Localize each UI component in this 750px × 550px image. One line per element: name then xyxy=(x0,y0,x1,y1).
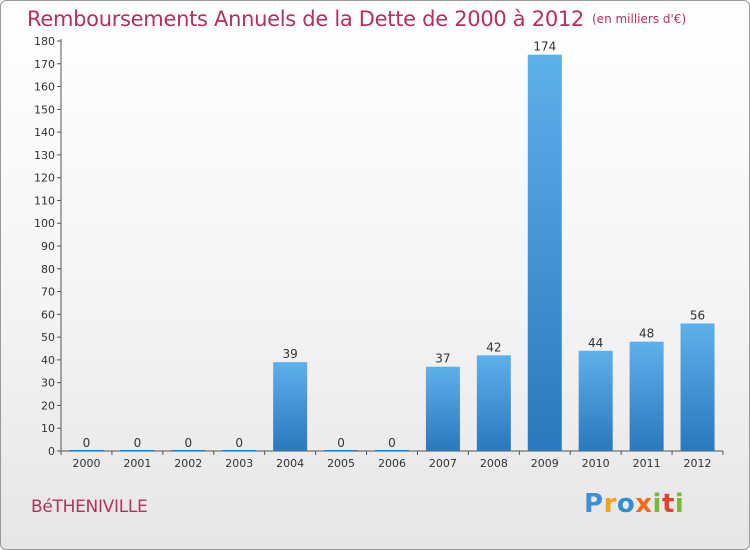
y-tick-label: 100 xyxy=(34,217,55,230)
x-tick-label: 2004 xyxy=(276,457,304,470)
x-tick-label: 2010 xyxy=(582,457,610,470)
bar xyxy=(680,323,715,451)
data-label: 0 xyxy=(235,436,243,450)
logo-letter: x xyxy=(635,489,653,519)
x-tick-label: 2006 xyxy=(378,457,406,470)
data-label: 48 xyxy=(639,327,654,341)
bar xyxy=(273,362,308,451)
y-tick-label: 110 xyxy=(34,194,55,207)
x-tick-label: 2008 xyxy=(480,457,508,470)
logo-letter: r xyxy=(603,489,617,519)
bar xyxy=(324,450,359,451)
data-label: 42 xyxy=(486,340,501,354)
y-tick-label: 180 xyxy=(34,35,55,48)
y-tick-label: 20 xyxy=(41,399,55,412)
y-tick-label: 50 xyxy=(41,331,55,344)
y-tick-label: 170 xyxy=(34,58,55,71)
chart-subtitle: (en milliers d'€) xyxy=(592,12,687,26)
bar xyxy=(69,450,104,451)
chart-axes: 0 10 20 30 40 50 60 70 80 90 100 110 120 130 140 150 160… xyxy=(34,35,724,470)
data-label: 39 xyxy=(283,347,298,361)
bar xyxy=(425,366,460,451)
x-tick-label: 2007 xyxy=(429,457,457,470)
y-tick-label: 30 xyxy=(41,377,55,390)
y-tick-label: 10 xyxy=(41,422,55,435)
y-tick-label: 40 xyxy=(41,354,55,367)
logo-letter: i xyxy=(674,489,685,519)
bar xyxy=(120,450,155,451)
data-label: 0 xyxy=(83,436,91,450)
y-tick-label: 80 xyxy=(41,263,55,276)
bar xyxy=(578,350,613,451)
x-tick-label: 2005 xyxy=(327,457,355,470)
logo-letter: t xyxy=(661,489,675,519)
x-tick-label: 2012 xyxy=(684,457,712,470)
y-tick-label: 70 xyxy=(41,286,55,299)
proxiti-logo: Proxiti xyxy=(584,489,684,519)
logo-letter: i xyxy=(652,489,662,519)
chart-data-labels: 0 0 0 0 39 0 0 37 42 174 44 48 56 xyxy=(83,40,706,450)
y-tick-label: 130 xyxy=(34,149,55,162)
x-tick-label: 2001 xyxy=(123,457,151,470)
y-tick-label: 60 xyxy=(41,308,55,321)
bar xyxy=(171,450,206,451)
x-tick-label: 2003 xyxy=(225,457,253,470)
data-label: 0 xyxy=(134,436,142,450)
x-tick-label: 2011 xyxy=(633,457,661,470)
data-label: 174 xyxy=(533,40,556,54)
chart-title-text: Remboursements Annuels de la Dette de 20… xyxy=(27,7,584,31)
x-tick-label: 2009 xyxy=(531,457,559,470)
data-label: 0 xyxy=(388,436,396,450)
data-label: 37 xyxy=(435,352,450,366)
data-label: 56 xyxy=(690,308,705,322)
y-tick-label: 160 xyxy=(34,81,55,94)
data-label: 0 xyxy=(184,436,192,450)
bar xyxy=(527,54,562,452)
chart-title: Remboursements Annuels de la Dette de 20… xyxy=(27,7,686,31)
bar xyxy=(375,450,409,451)
y-tick-label: 150 xyxy=(34,103,55,116)
bar xyxy=(629,341,664,451)
commune-name: BéTHENIVILLE xyxy=(31,497,148,517)
y-tick-label: 0 xyxy=(48,445,55,458)
logo-letter: P xyxy=(584,489,604,519)
y-tick-label: 90 xyxy=(41,240,55,253)
y-tick-label: 140 xyxy=(34,126,55,139)
data-label: 0 xyxy=(337,436,345,450)
x-tick-label: 2002 xyxy=(174,457,202,470)
bar xyxy=(476,355,511,451)
data-label: 44 xyxy=(588,336,603,350)
chart-bars xyxy=(69,54,715,452)
y-tick-label: 120 xyxy=(34,172,55,185)
logo-letter: o xyxy=(616,489,636,519)
x-tick-label: 2000 xyxy=(72,457,100,470)
bar xyxy=(222,450,257,451)
